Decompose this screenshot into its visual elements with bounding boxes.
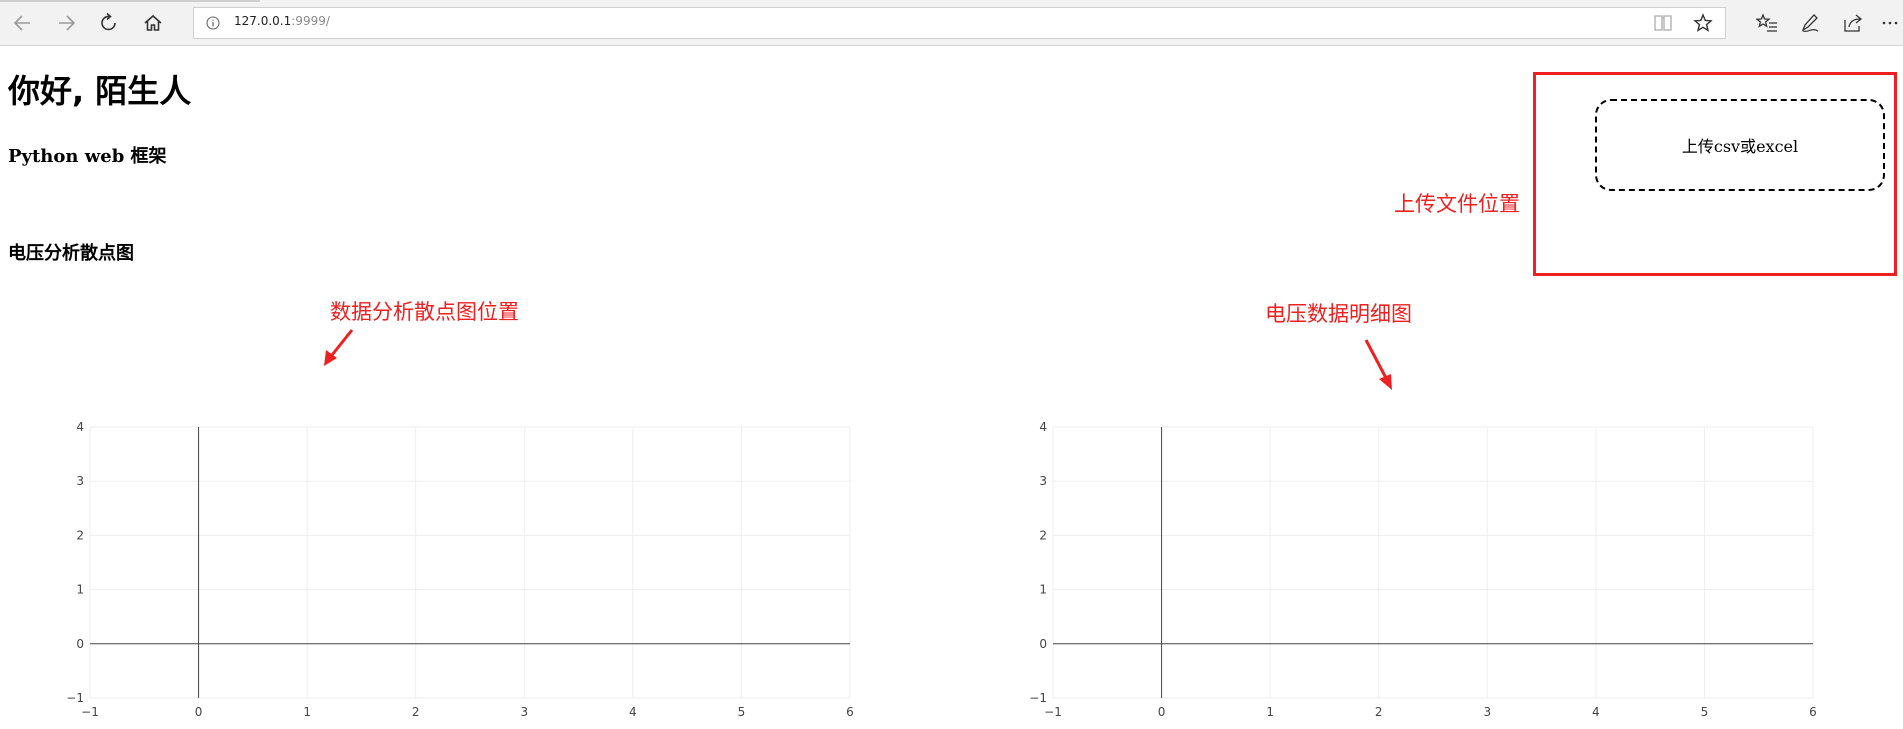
home-button[interactable] xyxy=(140,10,166,36)
y-tick-label: 1 xyxy=(76,583,84,597)
tab-strip xyxy=(0,0,260,2)
framework-subtitle: Python web 框架 xyxy=(8,146,167,167)
back-arrow-icon xyxy=(13,15,30,31)
x-tick-label: 2 xyxy=(412,705,420,719)
x-tick-label: 1 xyxy=(303,705,311,719)
x-tick-label: 3 xyxy=(1483,705,1491,719)
refresh-button[interactable] xyxy=(96,10,122,36)
section-title: 电压分析散点图 xyxy=(8,243,134,264)
x-tick-label: 1 xyxy=(1266,705,1274,719)
notes-button[interactable] xyxy=(1797,10,1823,36)
x-tick-label: 3 xyxy=(520,705,528,719)
upload-label: 上传csv或excel xyxy=(1681,137,1799,156)
voltage-annotation-arrow xyxy=(1364,339,1392,390)
more-button[interactable] xyxy=(1877,10,1903,36)
forward-arrow-icon xyxy=(59,15,76,31)
url-port: :9999/ xyxy=(291,14,330,28)
y-tick-label: 4 xyxy=(1039,420,1047,434)
x-tick-label: 5 xyxy=(738,705,746,719)
refresh-icon xyxy=(101,12,116,31)
y-tick-label: 2 xyxy=(76,528,84,542)
x-tick-label: 0 xyxy=(1158,705,1166,719)
x-tick-label: 0 xyxy=(195,705,203,719)
y-tick-label: 3 xyxy=(76,474,84,488)
voltage-detail-plot[interactable]: −1 0 1 2 3 4 5 6 −1 0 1 2 3 4 xyxy=(1023,372,1843,722)
favorite-star-icon[interactable] xyxy=(1693,13,1713,33)
url-text[interactable]: 127.0.0.1:9999/ xyxy=(234,14,330,28)
y-tick-label: 4 xyxy=(76,420,84,434)
address-bar[interactable]: 127.0.0.1:9999/ xyxy=(193,7,1726,39)
x-tick-label: −1 xyxy=(1044,705,1062,719)
x-tick-label: 4 xyxy=(629,705,637,719)
back-button[interactable] xyxy=(10,10,36,36)
y-tick-label: 0 xyxy=(76,637,84,651)
home-icon xyxy=(144,14,162,31)
info-icon[interactable] xyxy=(206,16,220,30)
share-icon xyxy=(1844,14,1863,32)
browser-toolbar: 127.0.0.1:9999/ xyxy=(0,0,1903,46)
share-button[interactable] xyxy=(1840,10,1866,36)
favorites-list-icon xyxy=(1756,13,1777,32)
reading-view-icon[interactable] xyxy=(1653,14,1673,32)
y-tick-label: 2 xyxy=(1039,528,1047,542)
y-tick-label: 1 xyxy=(1039,583,1047,597)
upload-dropzone[interactable]: 上传csv或excel xyxy=(1595,99,1885,191)
y-tick-label: −1 xyxy=(66,691,84,705)
favorites-button[interactable] xyxy=(1754,10,1780,36)
greeting-heading: 你好, 陌生人 xyxy=(8,72,192,110)
pen-icon xyxy=(1801,14,1819,33)
x-tick-label: 4 xyxy=(1592,705,1600,719)
y-tick-label: −1 xyxy=(1029,691,1047,705)
upload-position-annotation: 上传文件位置 xyxy=(1394,192,1520,216)
forward-button[interactable] xyxy=(53,10,79,36)
x-tick-label: 2 xyxy=(1375,705,1383,719)
x-tick-label: −1 xyxy=(81,705,99,719)
scatter-annotation-arrow xyxy=(324,329,354,366)
voltage-detail-annotation: 电压数据明细图 xyxy=(1265,302,1412,326)
x-tick-label: 5 xyxy=(1701,705,1709,719)
x-tick-label: 6 xyxy=(846,705,854,719)
url-host: 127.0.0.1 xyxy=(234,14,292,28)
y-tick-label: 3 xyxy=(1039,474,1047,488)
upload-annotation-frame xyxy=(1533,72,1897,276)
scatter-position-annotation: 数据分析散点图位置 xyxy=(330,300,519,324)
scatter-plot-left[interactable]: −1 0 1 2 3 4 5 6 −1 0 1 2 3 4 xyxy=(60,372,880,722)
more-dots-icon xyxy=(1882,21,1898,25)
page-content: 你好, 陌生人 Python web 框架 电压分析散点图 上传csv或exce… xyxy=(0,46,1903,729)
x-tick-label: 6 xyxy=(1809,705,1817,719)
y-tick-label: 0 xyxy=(1039,637,1047,651)
